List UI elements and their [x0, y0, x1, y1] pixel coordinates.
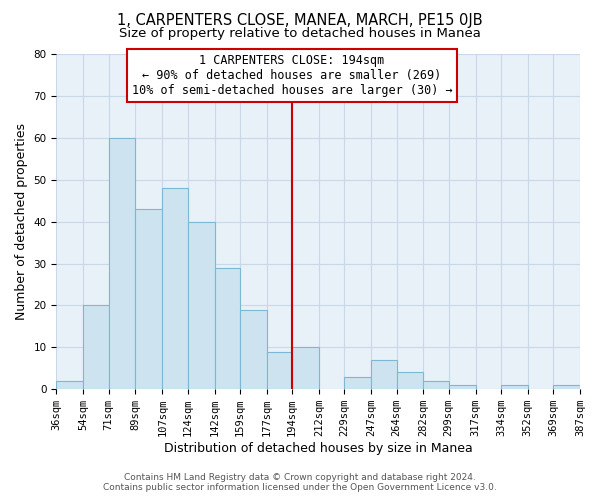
Text: 1, CARPENTERS CLOSE, MANEA, MARCH, PE15 0JB: 1, CARPENTERS CLOSE, MANEA, MARCH, PE15 …: [117, 12, 483, 28]
Bar: [449, 385, 476, 389]
Bar: [292, 348, 319, 389]
Bar: [163, 188, 188, 389]
Bar: [109, 138, 136, 389]
Bar: [83, 306, 109, 389]
Text: Contains HM Land Registry data © Crown copyright and database right 2024.
Contai: Contains HM Land Registry data © Crown c…: [103, 473, 497, 492]
Bar: [136, 209, 163, 389]
Bar: [501, 385, 528, 389]
Bar: [240, 310, 267, 389]
Text: 1 CARPENTERS CLOSE: 194sqm
← 90% of detached houses are smaller (269)
10% of sem: 1 CARPENTERS CLOSE: 194sqm ← 90% of deta…: [132, 54, 452, 97]
Bar: [188, 222, 215, 389]
Bar: [553, 385, 580, 389]
Bar: [56, 381, 83, 389]
Bar: [267, 352, 292, 389]
Bar: [215, 268, 240, 389]
Bar: [397, 372, 424, 389]
X-axis label: Distribution of detached houses by size in Manea: Distribution of detached houses by size …: [164, 442, 473, 455]
Bar: [371, 360, 397, 389]
Y-axis label: Number of detached properties: Number of detached properties: [15, 123, 28, 320]
Bar: [344, 376, 371, 389]
Bar: [424, 381, 449, 389]
Text: Size of property relative to detached houses in Manea: Size of property relative to detached ho…: [119, 28, 481, 40]
